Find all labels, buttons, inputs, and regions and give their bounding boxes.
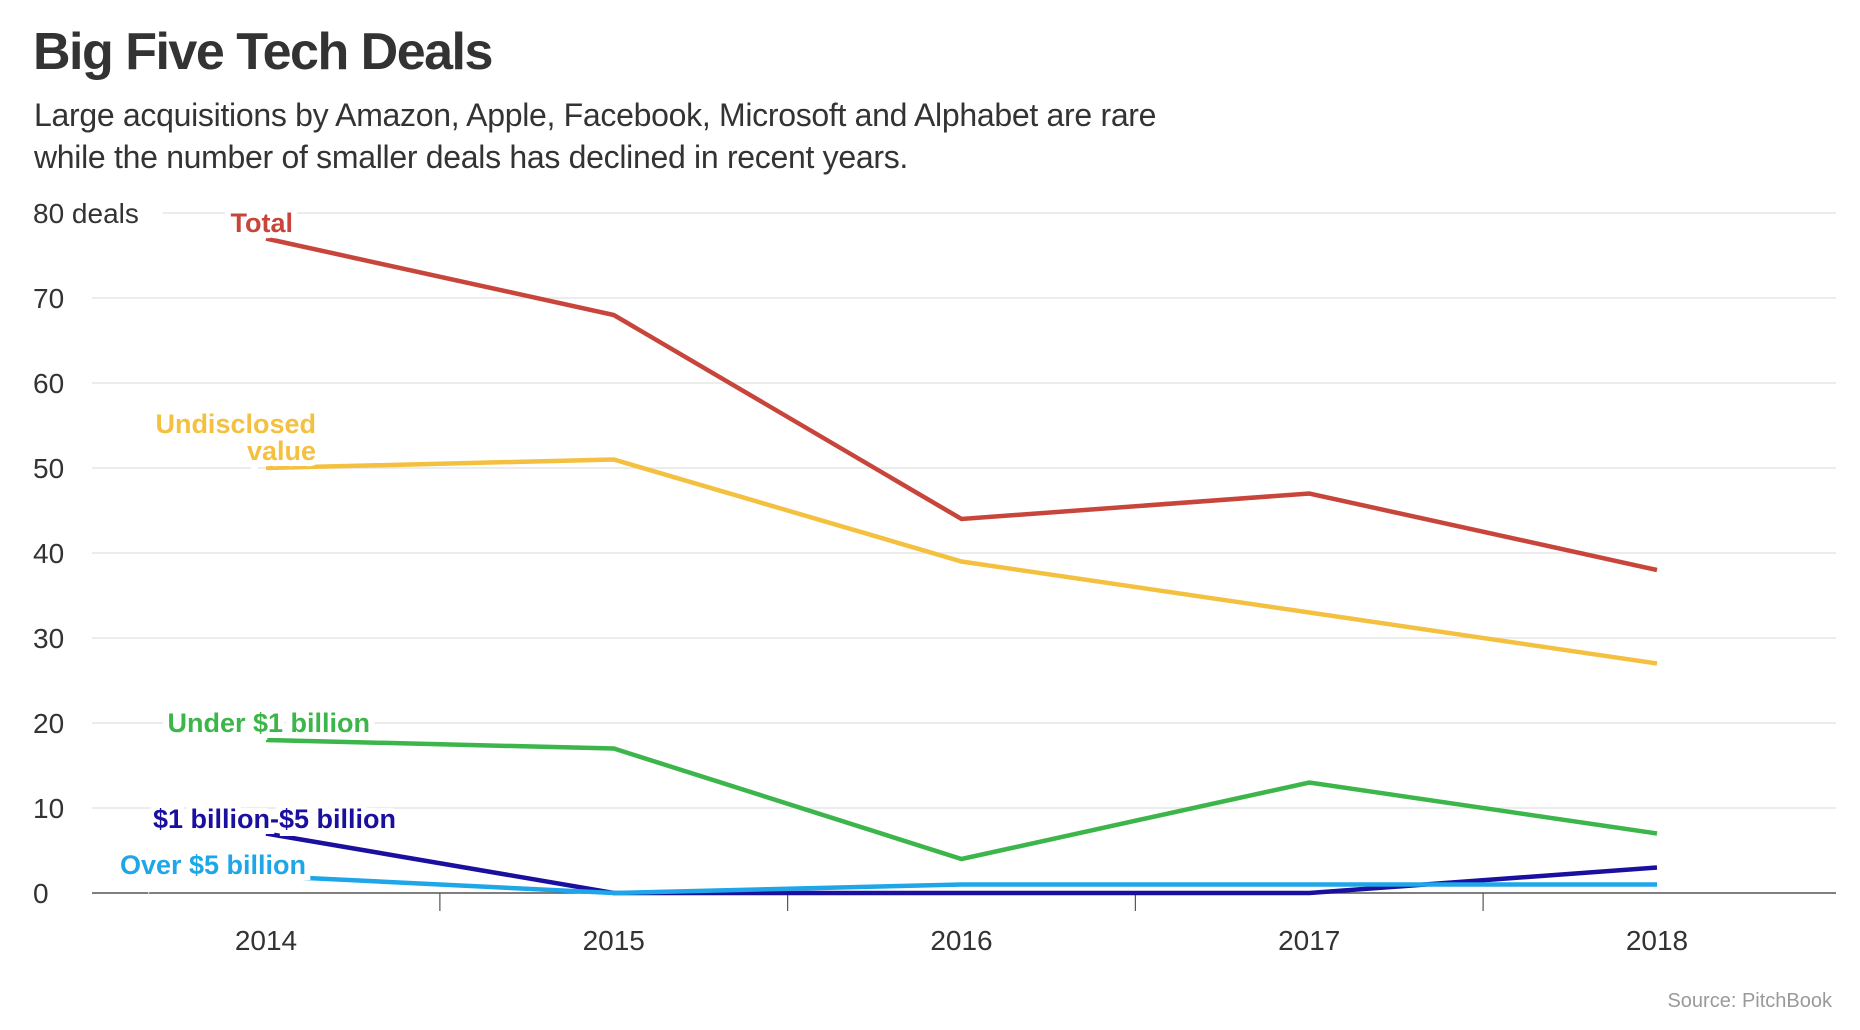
y-tick-label: 20 xyxy=(33,708,64,739)
y-tick-label: 30 xyxy=(33,623,64,654)
y-tick-label: 70 xyxy=(33,283,64,314)
series-label-knockout: Undisclosed xyxy=(155,409,316,439)
series-line-undisclosed-value xyxy=(265,457,1658,666)
series-label: Over $5 billion xyxy=(120,850,306,880)
y-tick-label: 60 xyxy=(33,368,64,399)
series-label-knockout: $1 billion-$5 billion xyxy=(153,804,396,834)
y-label-knockout xyxy=(29,198,163,229)
x-axis: 2014 2015 2016 2017 2018 xyxy=(92,892,1836,956)
y-tick-label: 50 xyxy=(33,453,64,484)
series-label: Under $1 billion xyxy=(167,708,370,738)
gridlines xyxy=(92,212,1836,809)
series-label: Undisclosed xyxy=(155,409,316,439)
series-labels: TotalTotalUndisclosedUndisclosedvalueval… xyxy=(114,202,402,886)
subtitle-line-1: Large acquisitions by Amazon, Apple, Fac… xyxy=(34,97,1157,133)
series-line-total xyxy=(265,236,1658,573)
chart-title: Big Five Tech Deals xyxy=(33,23,493,81)
series-lines xyxy=(265,236,1658,896)
series-label-knockout: Under $1 billion xyxy=(167,708,370,738)
x-tick-label: 2018 xyxy=(1626,925,1688,956)
series-label-knockout: Over $5 billion xyxy=(120,850,306,880)
y-tick-label: 10 xyxy=(33,793,64,824)
y-axis-ticks: 0 10 20 30 40 50 60 70 80 deals xyxy=(29,198,163,909)
series-label-knockout: value xyxy=(247,436,316,466)
series-label: $1 billion-$5 billion xyxy=(153,804,396,834)
series-label: value xyxy=(247,436,316,466)
series-line-over-5-billion xyxy=(265,873,1657,896)
source-note: Source: PitchBook xyxy=(1667,990,1832,1012)
subtitle-line-2: while the number of smaller deals has de… xyxy=(34,139,909,175)
y-tick-label: 40 xyxy=(33,538,64,569)
x-tick-label: 2015 xyxy=(583,925,645,956)
x-tick-label: 2014 xyxy=(235,925,297,956)
series-label-knockout: Total xyxy=(231,208,294,238)
y-tick-label: 0 xyxy=(33,878,49,909)
x-tick-label: 2016 xyxy=(930,925,992,956)
series-line-under-1-billion xyxy=(265,737,1658,862)
x-tick-label: 2017 xyxy=(1278,925,1340,956)
y-tick-label: 80 deals xyxy=(33,198,139,229)
series-label: Total xyxy=(231,208,294,238)
chart-subtitle: Large acquisitions by Amazon, Apple, Fac… xyxy=(34,94,1156,178)
